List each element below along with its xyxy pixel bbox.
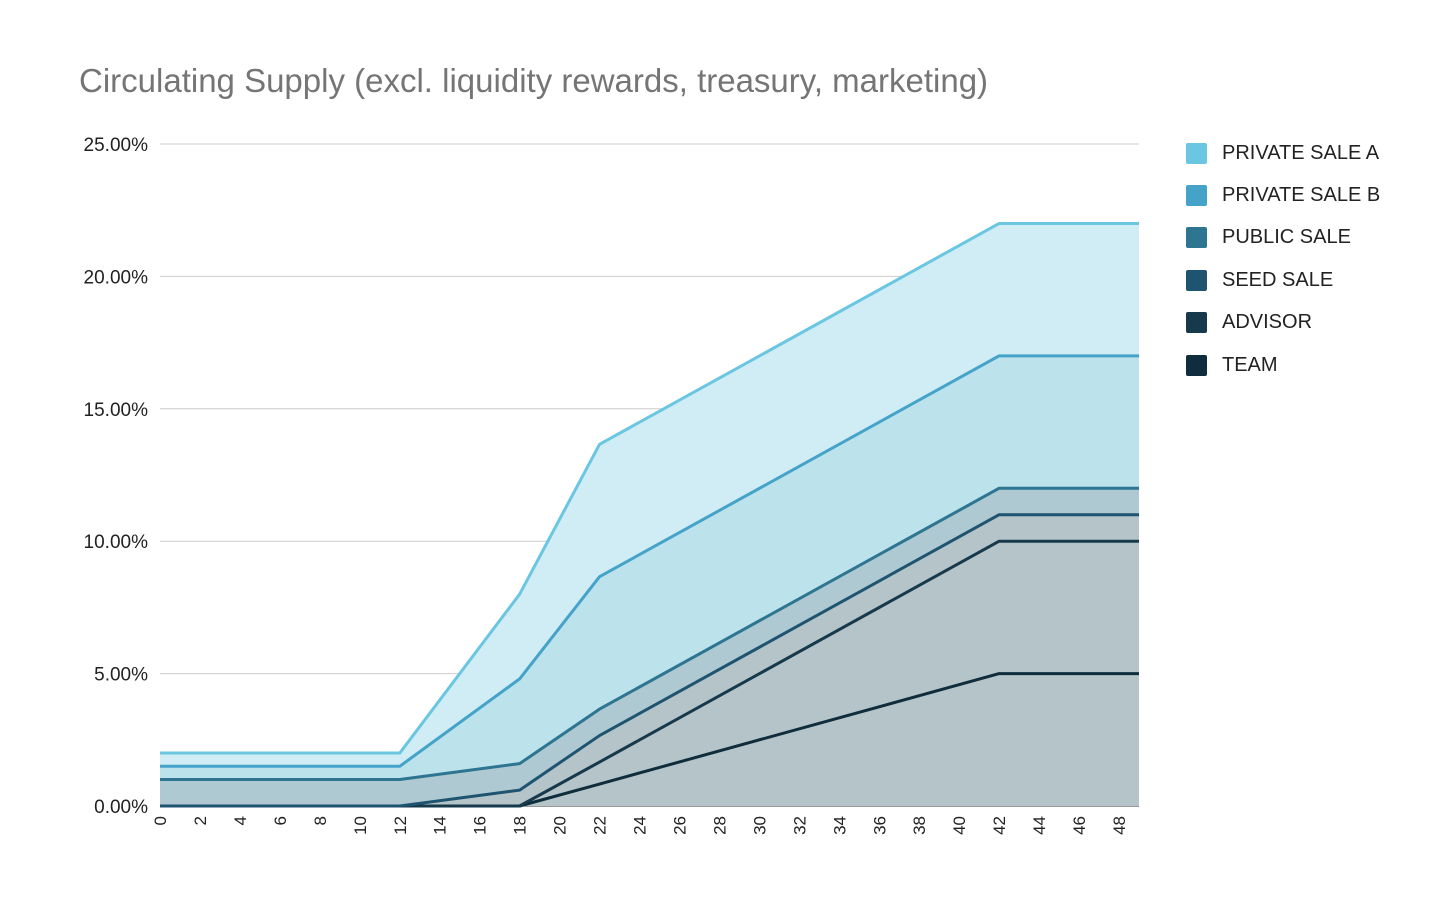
y-tick-label: 25.00%: [84, 135, 149, 156]
legend-swatch: [1186, 227, 1207, 249]
y-tick-label: 15.00%: [84, 400, 149, 421]
legend-item: PRIVATE SALE B: [1186, 174, 1380, 216]
x-tick-label: 6: [271, 816, 290, 825]
x-tick-label: 28: [710, 816, 729, 835]
x-tick-label: 36: [870, 816, 889, 835]
x-tick-label: 2: [191, 816, 210, 825]
legend: PRIVATE SALE A PRIVATE SALE B PUBLIC SALE S…: [1186, 132, 1380, 386]
legend-item: TEAM: [1186, 344, 1380, 386]
series-lines: [160, 221, 1139, 808]
area-band-team: [160, 673, 1139, 806]
legend-swatch: [1186, 142, 1207, 164]
area-fills: [160, 223, 1139, 806]
area-band-public-sale: [160, 488, 1139, 806]
series-line-private-sale-a: [160, 221, 1139, 755]
y-axis-ticks: 0.00% 5.00% 10.00% 15.00% 20.00% 25.00%: [84, 135, 149, 818]
x-tick-label: 8: [311, 816, 330, 825]
x-tick-label: 16: [471, 816, 490, 835]
x-tick-label: 32: [790, 816, 809, 835]
x-tick-label: 22: [591, 816, 610, 835]
y-tick-label: 0.00%: [94, 797, 148, 818]
x-tick-label: 38: [910, 816, 929, 835]
legend-label: TEAM: [1222, 353, 1278, 376]
legend-item: SEED SALE: [1186, 259, 1380, 301]
area-band-advisor: [160, 541, 1139, 806]
x-tick-label: 48: [1110, 816, 1129, 835]
y-tick-label: 20.00%: [84, 267, 149, 288]
legend-swatch: [1186, 185, 1207, 207]
x-tick-label: 10: [351, 816, 370, 835]
x-tick-label: 18: [511, 816, 530, 835]
legend-label: PUBLIC SALE: [1222, 226, 1351, 249]
x-tick-label: 42: [990, 816, 1009, 835]
x-tick-label: 30: [750, 816, 769, 835]
x-tick-label: 0: [151, 816, 170, 825]
x-tick-label: 34: [830, 816, 849, 835]
y-tick-label: 5.00%: [94, 665, 148, 686]
legend-swatch: [1186, 269, 1207, 291]
x-tick-label: 44: [1030, 816, 1049, 835]
x-tick-label: 14: [431, 816, 450, 835]
x-tick-label: 20: [551, 816, 570, 835]
x-axis-ticks: 0 2 4 6 8 10 12 14 16 18 20 22 24 26 28 30 32 34 36 38 40 42 4…: [151, 816, 1129, 835]
legend-swatch: [1186, 312, 1207, 334]
series-line-private-sale-b: [160, 354, 1139, 768]
y-tick-label: 10.00%: [84, 532, 149, 553]
x-tick-label: 26: [670, 816, 689, 835]
legend-label: ADVISOR: [1222, 311, 1313, 334]
legend-swatch: [1186, 354, 1207, 376]
legend-label: PRIVATE SALE A: [1222, 141, 1380, 164]
series-line-public-sale: [160, 486, 1139, 782]
x-tick-label: 24: [631, 816, 650, 835]
x-tick-label: 12: [391, 816, 410, 835]
legend-label: PRIVATE SALE B: [1222, 184, 1381, 207]
x-tick-label: 40: [950, 816, 969, 835]
legend-item: PRIVATE SALE A: [1186, 132, 1380, 174]
x-tick-label: 4: [231, 816, 250, 825]
series-line-seed-sale: [160, 513, 1139, 808]
area-band-private-sale-b: [160, 355, 1139, 780]
chart-title: Circulating Supply (excl. liquidity rewa…: [79, 62, 989, 99]
legend-label: SEED SALE: [1222, 268, 1334, 291]
area-band-seed-sale: [160, 514, 1139, 806]
legend-item: PUBLIC SALE: [1186, 217, 1380, 259]
x-tick-label: 46: [1070, 816, 1089, 835]
area-band-private-sale-a: [160, 223, 1139, 767]
legend-item: ADVISOR: [1186, 302, 1380, 344]
